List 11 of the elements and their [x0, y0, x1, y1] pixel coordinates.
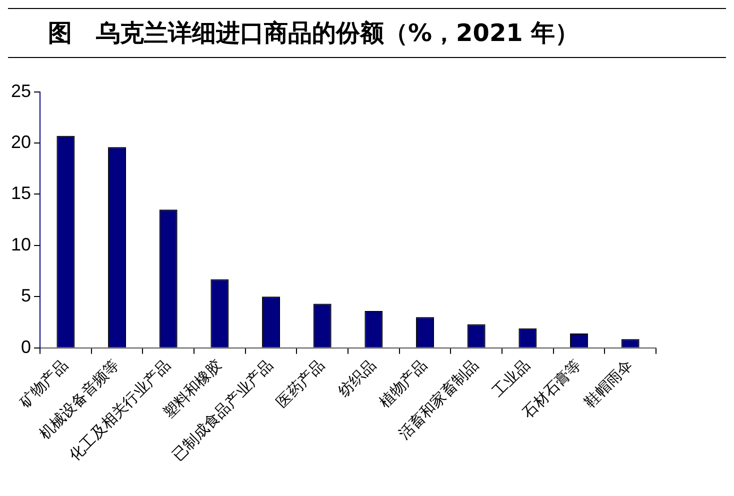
- x-tick-label: 工业品: [488, 356, 534, 401]
- y-tick-label: 25: [10, 80, 32, 101]
- y-tick-label: 0: [21, 336, 32, 357]
- y-tick-label: 15: [10, 183, 32, 204]
- y-tick-label: 5: [21, 286, 32, 306]
- y-tick-label: 10: [10, 234, 32, 254]
- x-tick-label: 鞋帽雨伞: [580, 356, 636, 412]
- x-tick-label: 纺织品: [334, 356, 380, 401]
- chart-title: 图 乌克兰详细进口商品的份额（%，2021 年）: [8, 8, 726, 58]
- y-tick-label: 20: [10, 132, 32, 152]
- x-tick-label: 医药产品: [272, 356, 328, 412]
